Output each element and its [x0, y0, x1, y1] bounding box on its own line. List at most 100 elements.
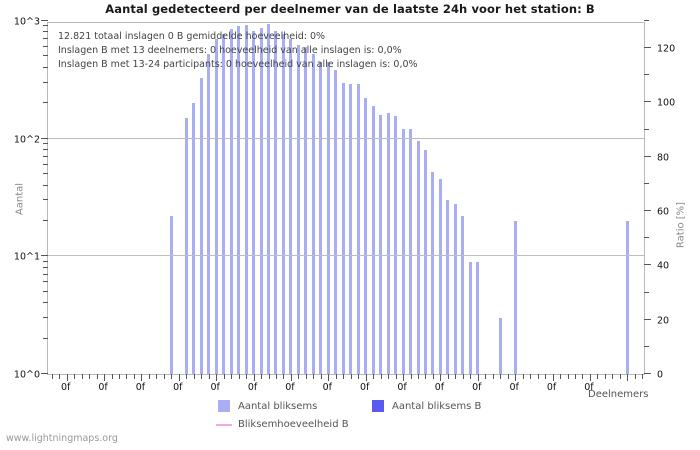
y-axis-left-label: 10^3: [13, 16, 40, 28]
y-tick: [43, 199, 48, 201]
x-tick: [253, 374, 255, 381]
x-tick: [343, 374, 345, 379]
x-tick: [567, 374, 569, 379]
x-tick: [290, 374, 292, 381]
bar: [364, 98, 368, 374]
x-axis-label: 0f: [434, 382, 445, 393]
bar: [394, 116, 398, 374]
x-axis-label: 0f: [584, 382, 594, 393]
x-tick: [268, 374, 270, 379]
footer-url: www.lightningmaps.org: [6, 433, 118, 444]
y2-tick: [644, 291, 649, 293]
x-tick: [305, 374, 307, 379]
bar: [281, 33, 285, 374]
bar: [296, 45, 300, 374]
bar: [311, 54, 315, 374]
x-tick: [358, 374, 360, 379]
y-tick: [43, 316, 48, 318]
y2-tick: [644, 74, 649, 76]
x-axis-label: 0f: [509, 382, 519, 393]
y2-tick: [644, 101, 651, 103]
x-tick: [261, 374, 263, 379]
x-tick: [403, 374, 405, 381]
y-tick: [43, 337, 48, 339]
x-tick: [373, 374, 375, 379]
bar: [326, 61, 330, 374]
y-axis-left-label: 10^1: [13, 251, 40, 263]
bar: [207, 54, 211, 374]
bar: [267, 24, 270, 374]
x-tick: [283, 374, 285, 379]
bar: [289, 39, 293, 374]
x-axis-label: 0f: [397, 382, 407, 393]
x-tick: [552, 374, 554, 381]
x-axis-label: 0f: [359, 382, 370, 393]
bar: [625, 220, 629, 374]
x-tick: [470, 374, 472, 379]
bar: [416, 141, 420, 374]
y-axis-right-label: 40: [657, 260, 670, 272]
x-tick: [425, 374, 427, 379]
bar: [476, 261, 480, 374]
y2-tick: [644, 264, 651, 266]
gridline: [48, 137, 644, 139]
y-axis-right-label: 0: [657, 369, 664, 381]
y2-tick: [644, 47, 651, 49]
y-tick: [43, 260, 48, 262]
bar: [199, 77, 203, 374]
x-axis-label: 0f: [247, 382, 258, 393]
y-tick: [43, 266, 48, 268]
x-tick: [201, 374, 203, 379]
x-tick: [395, 374, 397, 379]
y-axis-left-label: 10^2: [13, 134, 40, 146]
y-tick: [43, 143, 48, 145]
x-tick: [126, 374, 128, 379]
x-axis-label: 0f: [472, 382, 482, 393]
y-tick: [43, 38, 48, 40]
y-axis-left-label: 10^0: [13, 369, 40, 381]
x-tick: [178, 374, 180, 381]
bar: [438, 179, 442, 374]
x-tick: [642, 374, 644, 379]
x-tick: [522, 374, 524, 379]
legend-line-swatch: [216, 424, 232, 426]
y-tick: [43, 31, 48, 33]
y-axis-right-label: 20: [657, 315, 670, 327]
bar: [192, 103, 196, 374]
bar: [409, 129, 413, 374]
x-tick: [208, 374, 210, 379]
y-tick: [43, 155, 48, 157]
x-axis-label: 0f: [135, 382, 146, 393]
x-tick: [582, 374, 584, 379]
legend-label: Aantal bliksems B: [392, 401, 482, 412]
x-tick: [447, 374, 449, 379]
y-tick: [41, 373, 48, 374]
x-axis-label: 0f: [98, 382, 108, 393]
x-tick: [589, 374, 591, 381]
x-tick: [627, 374, 629, 381]
bar: [356, 84, 360, 374]
x-tick: [410, 374, 412, 379]
y-axis-right-label: 60: [657, 206, 670, 218]
bar: [349, 84, 353, 374]
x-tick: [500, 374, 502, 379]
x-tick: [634, 374, 636, 379]
bar: [214, 39, 218, 374]
y-tick: [43, 173, 48, 175]
bar: [304, 47, 308, 374]
x-tick: [119, 374, 120, 379]
x-tick: [507, 374, 509, 379]
y-tick: [41, 255, 48, 257]
y-axis-right-title: Ratio [%]: [675, 201, 687, 249]
bar: [274, 31, 278, 374]
bar: [498, 317, 502, 374]
y-tick: [41, 137, 48, 139]
x-axis-label: 0f: [210, 382, 220, 393]
x-tick: [388, 374, 390, 379]
legend-label: Bliksemhoeveelheid B: [238, 419, 349, 430]
y-tick: [43, 55, 48, 57]
y-tick: [43, 102, 48, 104]
x-tick: [298, 374, 300, 379]
x-tick: [81, 374, 83, 379]
x-tick: [313, 374, 315, 379]
